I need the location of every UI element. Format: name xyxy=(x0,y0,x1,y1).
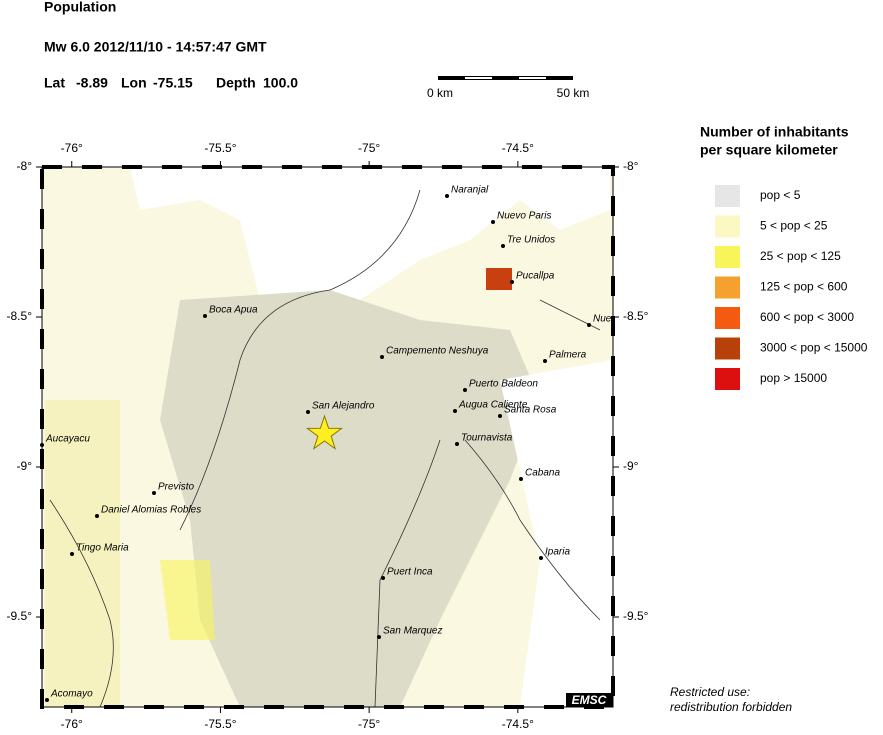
city-label: Nue xyxy=(593,314,612,325)
city-label: Acomayo xyxy=(50,689,93,700)
depth-value: 100.0 xyxy=(263,75,298,91)
city-dot xyxy=(453,409,457,413)
legend-label: 3000 < pop < 15000 xyxy=(760,341,868,355)
legend-label: 5 < pop < 25 xyxy=(760,219,828,233)
legend-title: per square kilometer xyxy=(700,142,838,158)
city-dot xyxy=(587,323,591,327)
scale-bar xyxy=(438,76,573,80)
city-label: Daniel Alomias Robles xyxy=(101,505,201,516)
city-label: Tingo Maria xyxy=(76,543,129,554)
y-tick-label: -8° xyxy=(17,159,33,173)
city-dot xyxy=(381,576,385,580)
y-tick-label: -8.5° xyxy=(623,309,649,323)
city-label: Tournavista xyxy=(461,433,513,444)
map-background xyxy=(42,167,613,708)
legend-swatch xyxy=(715,185,740,207)
legend-label: 25 < pop < 125 xyxy=(760,249,841,263)
legend-swatch xyxy=(715,307,740,329)
y-tick-label: -9° xyxy=(623,459,639,473)
city-label: Puert Inca xyxy=(387,567,433,578)
y-tick-label: -9.5° xyxy=(7,609,33,623)
city-dot xyxy=(445,194,449,198)
city-label: Tre Unidos xyxy=(507,235,555,246)
city-label: Santa Rosa xyxy=(504,405,557,416)
x-tick-label: -74.5° xyxy=(502,717,534,730)
city-dot xyxy=(491,220,495,224)
map-frame xyxy=(40,165,615,709)
city-dot xyxy=(152,491,156,495)
city-label: Aucayacu xyxy=(45,434,90,445)
legend-swatch xyxy=(715,368,740,390)
city-label: Pucallpa xyxy=(516,271,555,282)
city-dot xyxy=(519,477,523,481)
city-label: San Marquez xyxy=(383,626,442,637)
legend-swatch xyxy=(715,337,740,360)
x-tick-label: -75.5° xyxy=(204,717,236,730)
city-label: Naranjal xyxy=(451,185,489,196)
city-dot xyxy=(203,314,207,318)
city-dot xyxy=(45,698,49,702)
lat-label: Lat xyxy=(44,75,65,91)
x-tick-label: -75° xyxy=(358,717,380,730)
x-tick-label: -75° xyxy=(358,141,380,155)
footer: Restricted use: xyxy=(670,685,750,699)
city-label: Previsto xyxy=(158,482,195,493)
depth-label: Depth xyxy=(216,75,256,91)
city-dot xyxy=(463,388,467,392)
x-tick-label: -74.5° xyxy=(502,141,534,155)
city-dot xyxy=(501,244,505,248)
city-dot xyxy=(40,443,44,447)
city-label: Nuevo Paris xyxy=(497,211,551,222)
city-dot xyxy=(70,552,74,556)
city-dot xyxy=(306,410,310,414)
lat-value: -8.89 xyxy=(76,75,108,91)
city-label: San Alejandro xyxy=(312,401,375,412)
y-tick-label: -9.5° xyxy=(623,609,649,623)
y-tick-label: -8.5° xyxy=(7,309,33,323)
lon-value: -75.15 xyxy=(153,75,193,91)
city-dot xyxy=(539,556,543,560)
legend-label: 125 < pop < 600 xyxy=(760,280,848,294)
legend-title: Number of inhabitants xyxy=(700,124,849,140)
credit: EMSC xyxy=(572,693,607,707)
legend-label: pop < 5 xyxy=(760,188,801,202)
x-tick-label: -75.5° xyxy=(204,141,236,155)
credit-box xyxy=(566,693,613,707)
title: Population xyxy=(44,0,116,15)
city-label: Cabana xyxy=(525,468,560,479)
city-label: Palmera xyxy=(549,350,587,361)
city-dot xyxy=(498,414,502,418)
epicenter xyxy=(305,414,344,450)
footer: redistribution forbidden xyxy=(670,700,792,714)
scale-start: 0 km xyxy=(427,86,453,100)
x-tick-label: -76° xyxy=(61,141,83,155)
city-dot xyxy=(377,635,381,639)
city-dot xyxy=(510,280,514,284)
city-dot xyxy=(543,359,547,363)
legend-swatch xyxy=(715,276,740,299)
city-label: Boca Apua xyxy=(209,305,258,316)
legend-label: pop > 15000 xyxy=(760,371,827,385)
x-tick-label: -76° xyxy=(61,717,83,730)
city-label: Campemento Neshuya xyxy=(386,346,489,357)
event-line: Mw 6.0 2012/11/10 - 14:57:47 GMT xyxy=(44,39,267,55)
city-dot xyxy=(380,355,384,359)
city-dot xyxy=(455,442,459,446)
y-tick-label: -8° xyxy=(623,159,639,173)
city-label: Puerto Baldeon xyxy=(469,379,538,390)
y-tick-label: -9° xyxy=(17,459,33,473)
lon-label: Lon xyxy=(121,75,147,91)
legend-label: 600 < pop < 3000 xyxy=(760,310,854,324)
city-label: Iparia xyxy=(545,547,570,558)
legend-swatch xyxy=(715,246,740,268)
legend-swatch xyxy=(715,215,740,238)
city-label: Augua Caliente xyxy=(458,400,528,411)
city-dot xyxy=(95,514,99,518)
scale-end: 50 km xyxy=(557,86,590,100)
